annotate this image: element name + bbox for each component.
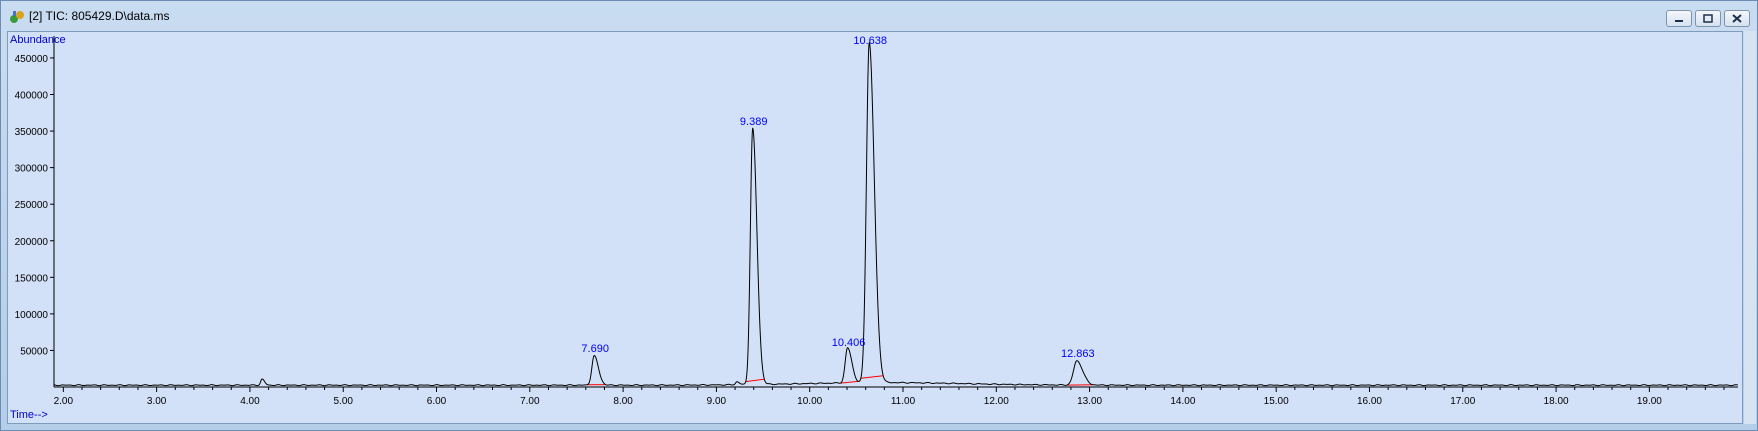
- y-tick-label: 300000: [15, 164, 49, 175]
- minimize-button[interactable]: [1666, 10, 1692, 27]
- y-tick-label: 150000: [15, 273, 49, 284]
- y-ticks: 50000 100000 150000 200000 250000 300000 35000…: [15, 54, 54, 357]
- y-tick-label: 450000: [15, 54, 49, 65]
- x-tick-label: 6.00: [427, 396, 447, 407]
- x-tick-label: 5.00: [333, 396, 353, 407]
- restore-icon: [1703, 14, 1713, 23]
- x-tick-label: 14.00: [1170, 396, 1195, 407]
- y-tick-label: 100000: [15, 310, 49, 321]
- peak-baseline: [745, 378, 765, 383]
- x-tick-label: 17.00: [1450, 396, 1475, 407]
- peak-label: 12.863: [1061, 348, 1095, 360]
- x-tick-label: 15.00: [1264, 396, 1289, 407]
- restore-button[interactable]: [1695, 10, 1721, 27]
- peak-label: 10.638: [853, 35, 887, 47]
- vertical-scroll-strip[interactable]: [1744, 31, 1756, 424]
- y-tick-label: 250000: [15, 200, 49, 211]
- x-tick-label: 8.00: [613, 396, 633, 407]
- close-button[interactable]: [1724, 10, 1750, 27]
- peak-baseline: [840, 380, 860, 384]
- x-tick-label: 10.00: [797, 396, 822, 407]
- y-tick-label: 200000: [15, 237, 49, 248]
- title-bar[interactable]: [2] TIC: 805429.D\data.ms: [1, 1, 1757, 30]
- x-tick-label: 13.00: [1077, 396, 1102, 407]
- tic-chromatogram: Abundance Time--> 50000 100000 150000 20000…: [10, 34, 1738, 421]
- peak-labels: 7.690 9.389 10.406 10.638 12.863: [581, 35, 1094, 360]
- x-tick-label: 4.00: [240, 396, 260, 407]
- close-icon: [1732, 14, 1742, 23]
- tic-trace-line: [53, 41, 1738, 387]
- x-axis-label: Time-->: [10, 409, 48, 421]
- axes: [53, 36, 1738, 388]
- x-tick-label: 9.00: [707, 396, 727, 407]
- x-tick-label: 11.00: [891, 396, 916, 407]
- peak-label: 7.690: [581, 343, 609, 355]
- y-tick-label: 350000: [15, 127, 49, 138]
- x-tick-label: 18.00: [1544, 396, 1569, 407]
- x-tick-label: 3.00: [147, 396, 167, 407]
- y-axis-label: Abundance: [10, 34, 66, 46]
- peak-label: 10.406: [832, 337, 866, 349]
- integration-baselines: [587, 375, 1094, 386]
- x-tick-label: 19.00: [1637, 396, 1662, 407]
- peak-baseline: [860, 375, 884, 379]
- y-tick-label: 50000: [20, 346, 48, 357]
- chemstation-app-icon: [10, 11, 24, 23]
- minimize-icon: [1675, 20, 1683, 22]
- x-tick-label: 2.00: [54, 396, 74, 407]
- y-tick-label: 400000: [15, 91, 49, 102]
- tic-trace: [53, 41, 1738, 387]
- peak-label: 9.389: [740, 116, 768, 128]
- x-ticks: 2.00 3.00 4.00 5.00 6.00 7.00 8.00 9.00 10.00 11.…: [54, 387, 1725, 407]
- x-tick-label: 7.00: [520, 396, 540, 407]
- chromatogram-plot-area[interactable]: Abundance Time--> 50000 100000 150000 20000…: [7, 31, 1743, 424]
- x-tick-label: 12.00: [984, 396, 1009, 407]
- x-tick-label: 16.00: [1357, 396, 1382, 407]
- window-title: [2] TIC: 805429.D\data.ms: [29, 9, 170, 23]
